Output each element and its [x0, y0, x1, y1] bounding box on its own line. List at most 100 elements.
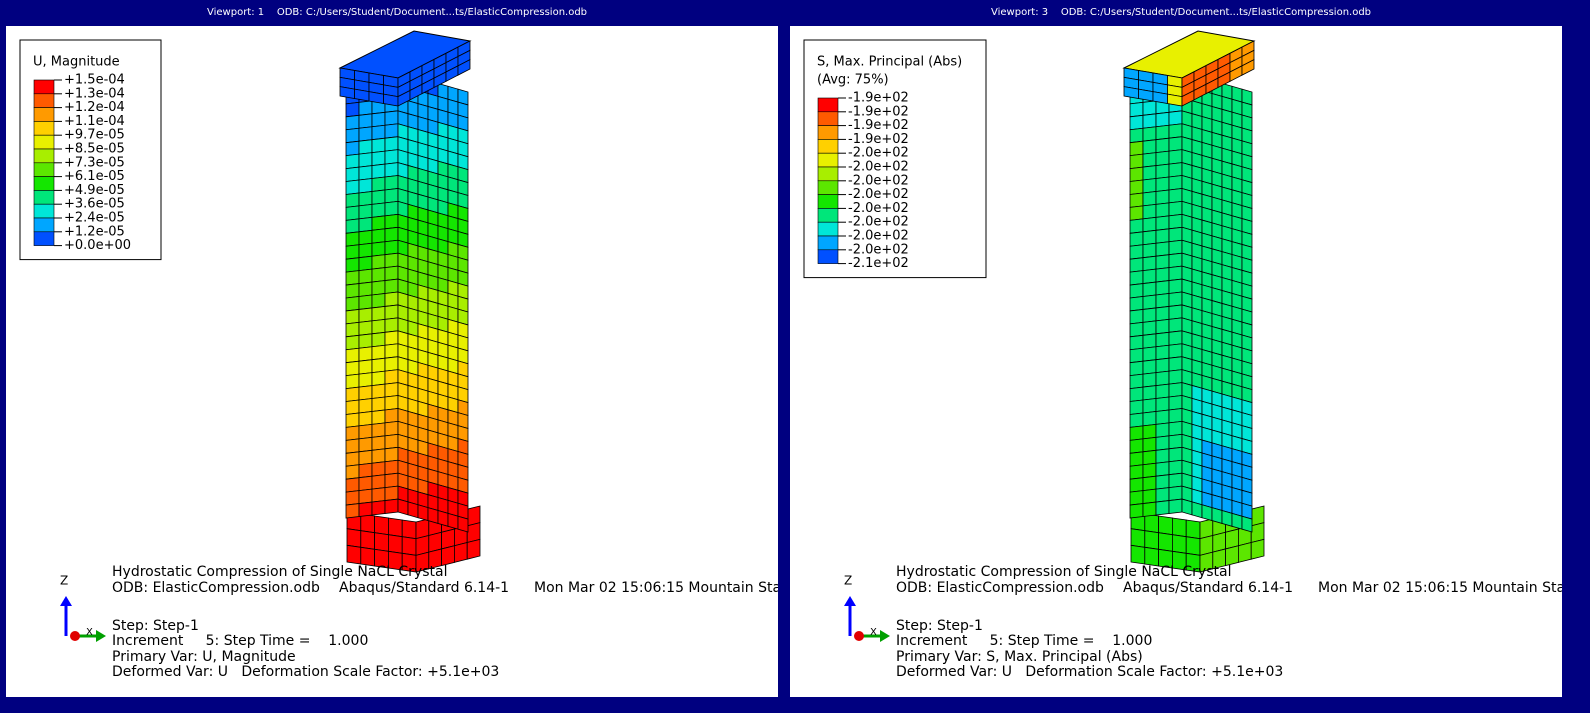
body-face [1142, 100, 1157, 116]
legend-entry: -2.0e+02 [848, 187, 909, 202]
body-face [384, 188, 399, 204]
triad-x-head [96, 630, 106, 642]
body-face [1142, 501, 1157, 517]
body-face [384, 162, 399, 178]
body-face [384, 304, 399, 320]
body-face [1155, 409, 1170, 425]
viewport[interactable]: S, Max. Principal (Abs) (Avg: 75%) -1.9e+0… [790, 26, 1562, 697]
body-face [384, 472, 399, 489]
legend-swatch [817, 235, 839, 251]
body-face [371, 448, 386, 464]
legend-swatch [817, 249, 839, 264]
legend-title: U, Magnitude [33, 55, 120, 70]
body-face [358, 398, 373, 414]
legend-entry: -1.9e+02 [848, 104, 909, 119]
body-face [1155, 344, 1170, 361]
body-face [1129, 153, 1144, 170]
legend-entry: -2.0e+02 [848, 146, 909, 161]
top-cap-face [1241, 59, 1255, 76]
viewport[interactable]: U, Magnitude +1.5e-04+1.3e-04+1.2e-04+1.1… [6, 26, 778, 697]
body-face [358, 359, 373, 375]
body-face [1142, 268, 1157, 285]
bottom-cap-face [374, 532, 389, 552]
body-face [358, 268, 373, 285]
body-face [345, 438, 360, 454]
body-face [371, 293, 386, 309]
bottom-cap-face [441, 545, 455, 567]
body-face [1155, 176, 1170, 192]
bottom-cap-face [346, 544, 362, 565]
body-face [345, 360, 360, 377]
body-face [384, 420, 399, 437]
body-face [1155, 357, 1170, 374]
body-face [1155, 228, 1170, 244]
legend-swatch [817, 208, 839, 223]
legend-swatch [33, 231, 55, 246]
body-face [371, 228, 386, 244]
body-face [1129, 270, 1144, 286]
body-face [1142, 191, 1157, 207]
body-face [1142, 346, 1157, 362]
body-face [1142, 398, 1157, 414]
body-face [371, 487, 386, 503]
body-face [371, 111, 386, 128]
viewport-title: Viewport: 1 [207, 7, 265, 18]
body-face [345, 166, 360, 182]
top-cap-face [1138, 88, 1154, 102]
body-face [1168, 408, 1183, 424]
legend-entry: +6.1e-05 [64, 169, 125, 184]
body-face [417, 504, 429, 522]
body-face [358, 152, 373, 168]
body-face [1142, 152, 1157, 168]
bottom-cap-face [1185, 536, 1201, 556]
body-face [371, 370, 386, 387]
body-face [1142, 423, 1157, 440]
body-face [358, 255, 373, 272]
body-face [1129, 257, 1144, 273]
legend-swatch [33, 148, 55, 164]
body-face [358, 126, 373, 142]
body-face [1168, 304, 1183, 320]
body-face [1155, 202, 1170, 218]
body-face [1168, 239, 1183, 256]
body-face [1181, 498, 1193, 516]
body-face [384, 330, 399, 346]
body-face [371, 422, 386, 438]
triad-z-label: Z [60, 574, 68, 588]
legend-entry: -2.0e+02 [848, 201, 909, 216]
body-face [371, 163, 386, 179]
odb-path: ODB: C:/Users/Student/Document...ts/Elas… [276, 7, 588, 18]
info-odb: ODB: ElasticCompression.odb [112, 580, 320, 596]
body-face [345, 308, 360, 325]
body-face [384, 226, 399, 243]
body-face [345, 296, 360, 312]
body-face [1142, 333, 1157, 349]
info-primary: Primary Var: S, Max. Principal (Abs) [896, 649, 1143, 665]
body-face [1168, 472, 1183, 489]
body-face [345, 205, 360, 221]
body-face [358, 385, 373, 401]
legend-swatch [817, 166, 839, 182]
body-face [1155, 241, 1170, 257]
body-face [345, 425, 360, 441]
body-face [371, 137, 386, 154]
top-cap-face [1167, 93, 1183, 107]
body-face [371, 331, 386, 348]
legend-swatch [33, 190, 55, 205]
legend-swatch [33, 79, 55, 95]
body-face [358, 475, 373, 492]
body-face [345, 283, 360, 299]
body-face [345, 334, 360, 351]
body-face [371, 500, 386, 516]
triad-z-head [60, 596, 72, 606]
bottom-cap-face [346, 528, 362, 548]
body-face [1168, 123, 1183, 139]
body-face [1168, 498, 1183, 514]
body-face [1221, 509, 1233, 527]
body-face [371, 396, 386, 412]
body-face [1155, 461, 1170, 477]
body-face [358, 294, 373, 310]
body-face [1129, 308, 1144, 325]
body-face [371, 254, 386, 270]
